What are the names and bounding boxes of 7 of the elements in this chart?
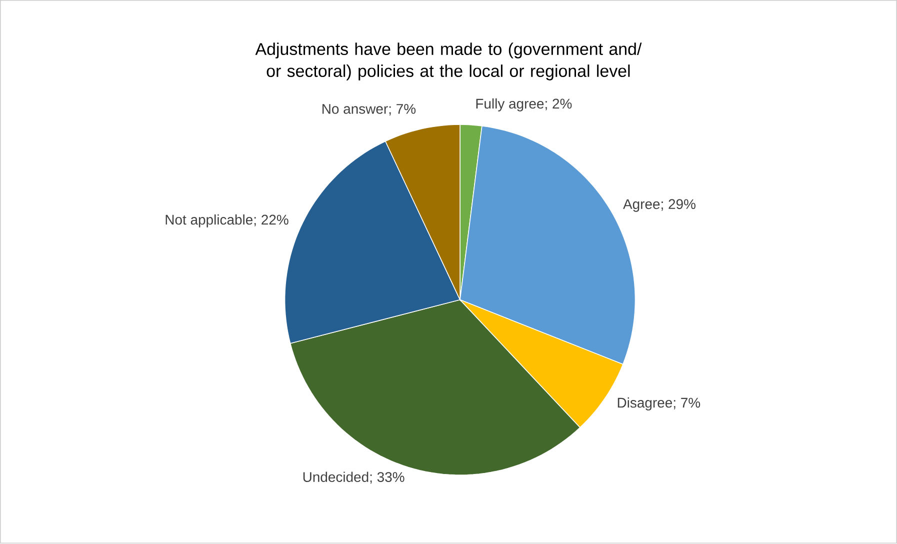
data-label: Disagree; 7% [618, 398, 700, 411]
data-label: No answer; 7% [322, 104, 416, 116]
chart-title: Adjustments have been made to (government and/ or sectoral) policies at the local or regional level [255, 42, 642, 81]
data-label: Not applicable; 22% [166, 214, 288, 228]
data-label: Agree; 29% [623, 199, 696, 212]
data-label: Undecided; 33% [303, 472, 404, 484]
data-label: Fully agree; 2% [476, 98, 572, 112]
